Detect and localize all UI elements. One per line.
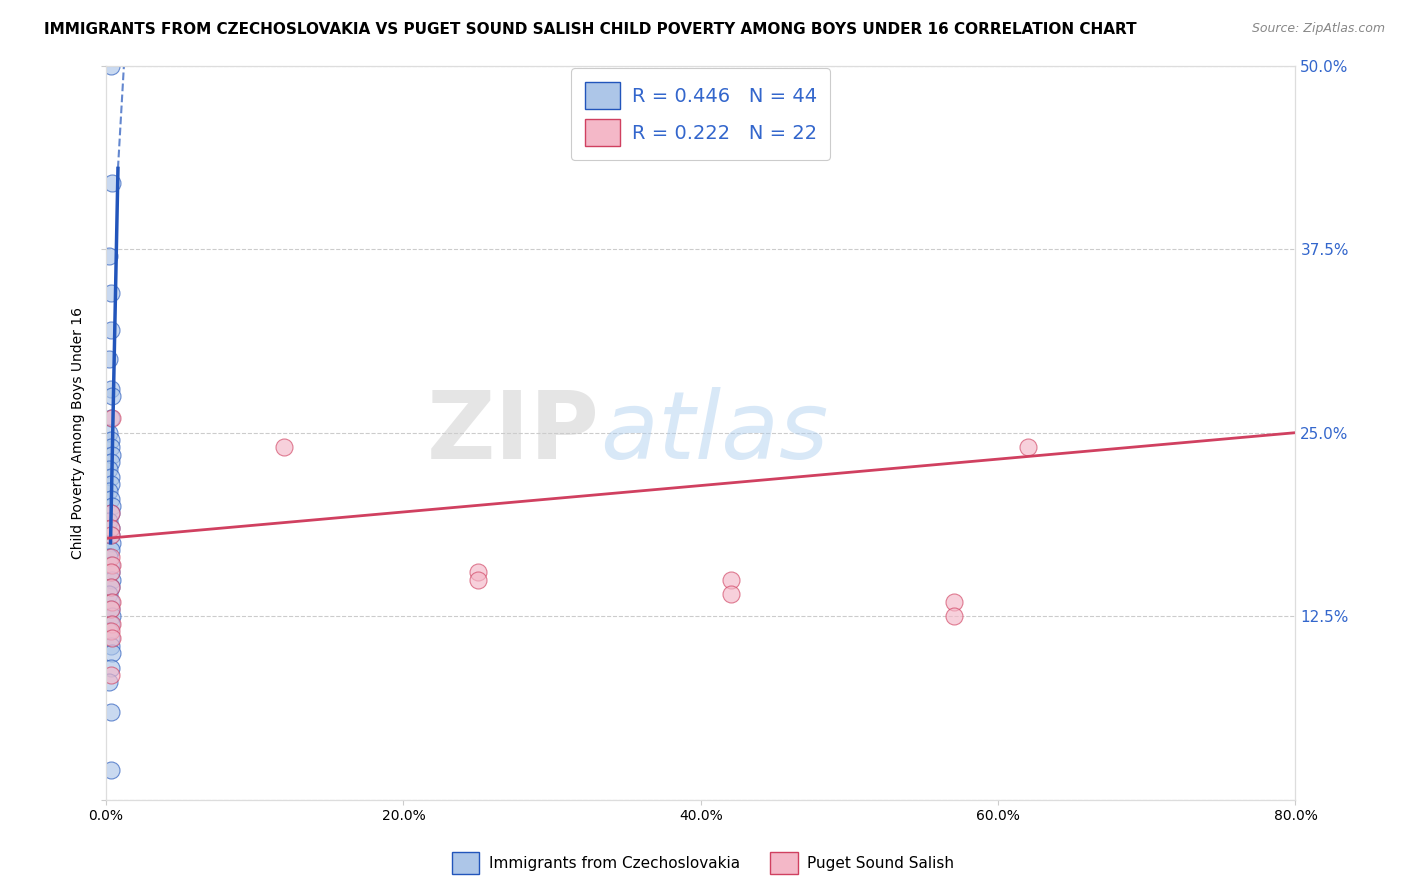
Legend: Immigrants from Czechoslovakia, Puget Sound Salish: Immigrants from Czechoslovakia, Puget So… (446, 846, 960, 880)
Point (100, 528, 122, 542)
Text: Source: ZipAtlas.com: Source: ZipAtlas.com (1251, 22, 1385, 36)
Text: ZIP: ZIP (427, 386, 600, 479)
Y-axis label: Child Poverty Among Boys Under 16: Child Poverty Among Boys Under 16 (72, 307, 86, 558)
Point (100, 594, 122, 608)
Point (100, 668, 122, 682)
Point (100, 558, 122, 572)
Legend: R = 0.446   N = 44, R = 0.222   N = 22: R = 0.446 N = 44, R = 0.222 N = 22 (571, 68, 831, 160)
Point (98, 624, 121, 638)
Point (98, 352, 121, 367)
Point (100, 491, 122, 506)
Point (100, 469, 122, 483)
Point (100, 639, 122, 653)
Point (1017, 441, 1039, 455)
Point (101, 536, 124, 550)
Point (942, 594, 965, 608)
Point (98, 250, 121, 264)
Point (101, 389, 124, 403)
Point (100, 411, 122, 425)
Point (100, 764, 122, 778)
Point (100, 507, 122, 521)
Point (100, 528, 122, 542)
Point (101, 411, 124, 425)
Point (100, 580, 122, 594)
Point (100, 455, 122, 469)
Point (98, 514, 121, 528)
Point (98, 484, 121, 499)
Point (100, 602, 122, 616)
Point (720, 587, 742, 601)
Point (101, 499, 124, 513)
Point (98, 462, 121, 476)
Point (100, 624, 122, 638)
Point (98, 550, 121, 565)
Text: IMMIGRANTS FROM CZECHOSLOVAKIA VS PUGET SOUND SALISH CHILD POVERTY AMONG BOYS UN: IMMIGRANTS FROM CZECHOSLOVAKIA VS PUGET … (44, 22, 1137, 37)
Point (273, 441, 295, 455)
Point (98, 425, 121, 440)
Point (100, 521, 122, 535)
Point (100, 602, 122, 616)
Point (100, 59, 122, 73)
Point (100, 323, 122, 337)
Point (100, 580, 122, 594)
Point (101, 646, 124, 660)
Point (100, 565, 122, 579)
Point (100, 550, 122, 565)
Point (100, 441, 122, 455)
Point (101, 176, 124, 190)
Point (98, 675, 121, 690)
Point (101, 616, 124, 631)
Point (101, 573, 124, 587)
Point (100, 660, 122, 674)
Point (720, 573, 742, 587)
Point (942, 609, 965, 624)
Point (467, 573, 489, 587)
Point (100, 616, 122, 631)
Point (467, 565, 489, 579)
Text: atlas: atlas (600, 387, 828, 478)
Point (100, 382, 122, 396)
Point (101, 632, 124, 646)
Point (100, 433, 122, 447)
Point (100, 507, 122, 521)
Point (101, 594, 124, 608)
Point (101, 448, 124, 462)
Point (100, 565, 122, 579)
Point (101, 558, 124, 572)
Point (101, 609, 124, 624)
Point (100, 705, 122, 719)
Point (100, 632, 122, 646)
Point (98, 587, 121, 601)
Point (100, 286, 122, 301)
Point (100, 543, 122, 558)
Point (100, 477, 122, 491)
Point (100, 521, 122, 535)
